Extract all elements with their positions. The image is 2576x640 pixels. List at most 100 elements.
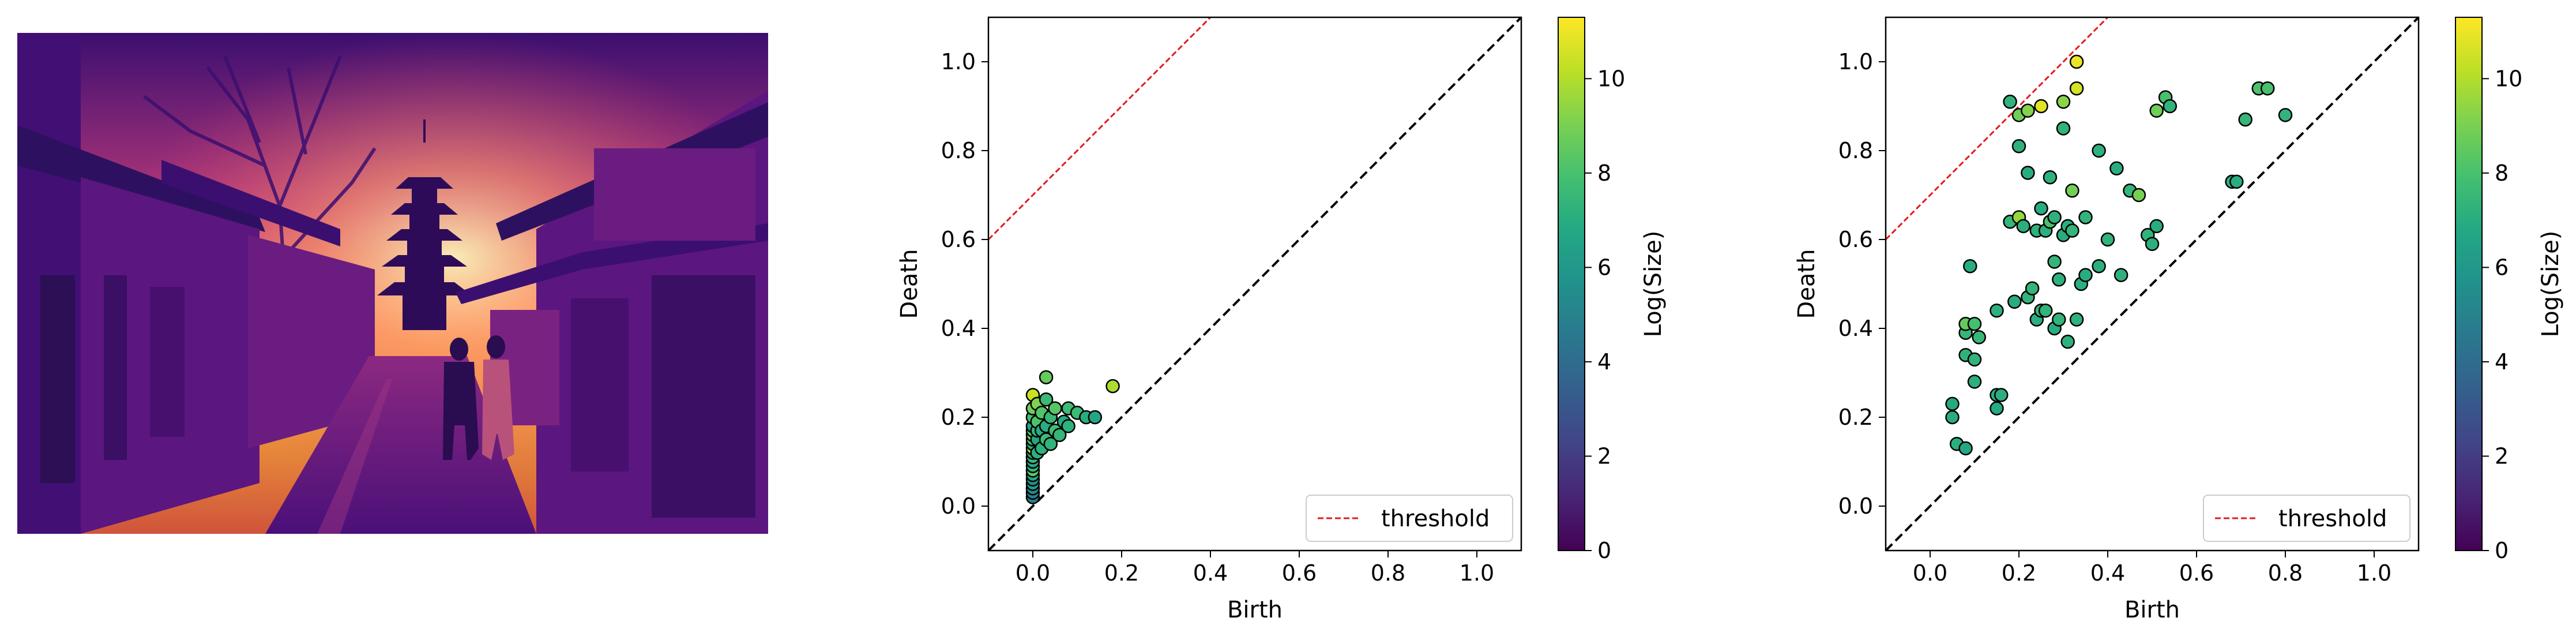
data-point — [2052, 272, 2066, 287]
colorbar-1: 0 2 4 6 8 10 Log(Size) — [1558, 17, 1667, 563]
right-buildings — [456, 91, 768, 534]
x-tick-label: 0.8 — [2268, 560, 2303, 586]
data-point — [1958, 441, 1973, 456]
colorbar-tick-label: 6 — [2495, 254, 2509, 280]
data-point — [2092, 143, 2106, 158]
data-point — [2260, 81, 2275, 96]
data-point — [1088, 410, 1103, 425]
colorbar-tick-label: 0 — [2495, 538, 2509, 563]
data-point — [1048, 401, 1062, 416]
data-point — [2003, 95, 2017, 109]
x-tick-label: 0.4 — [1193, 560, 1228, 586]
data-point — [1945, 396, 1960, 411]
data-point — [1990, 401, 2004, 416]
colorbar-tick-label: 6 — [1597, 254, 1611, 280]
scatter-points — [1945, 54, 2293, 456]
data-point — [2078, 210, 2093, 224]
y-tick-label: 0.0 — [941, 493, 976, 519]
data-point — [2238, 112, 2252, 127]
x-tick-label: 0.6 — [2179, 560, 2214, 586]
colorbar-tick-label: 10 — [1597, 66, 1625, 91]
colorbar-tick-label: 2 — [2495, 443, 2509, 469]
data-point — [2065, 223, 2079, 238]
y-tick-label: 0.8 — [1838, 138, 1873, 163]
diagonal-line — [987, 16, 1522, 552]
legend-threshold-label: threshold — [2278, 506, 2387, 532]
y-tick-label: 0.2 — [941, 405, 976, 430]
colorbar-tick-label: 0 — [1597, 538, 1611, 563]
y-tick-label: 0.4 — [941, 316, 976, 341]
data-point — [2114, 268, 2129, 282]
x-tick-label: 0.4 — [2090, 560, 2125, 586]
data-point — [2065, 184, 2079, 198]
axis-ticks: 0.0 0.0 0.2 0.2 0.4 0.4 0.6 0.6 0.8 0.8 1.0 1.0 — [941, 49, 1495, 586]
x-axis-label: Birth — [1227, 597, 1283, 623]
left-buildings — [17, 33, 375, 534]
people-silhouettes — [443, 335, 514, 460]
plot-border — [1885, 16, 2420, 552]
data-point — [2025, 281, 2040, 295]
x-tick-label: 1.0 — [2357, 560, 2391, 586]
data-point — [1039, 392, 1054, 407]
data-point — [2016, 219, 2030, 234]
data-point — [2069, 312, 2084, 327]
data-point — [2163, 99, 2178, 114]
data-point — [1039, 370, 1054, 384]
data-point — [2109, 161, 2124, 176]
data-point — [1967, 375, 1982, 389]
data-point — [2131, 188, 2146, 203]
data-point — [2021, 103, 2035, 118]
data-point — [2047, 254, 2062, 269]
colorbar-tick-label: 4 — [2495, 349, 2509, 375]
colorbar-tick-label: 4 — [1597, 349, 1611, 375]
data-point — [2007, 294, 2022, 309]
data-point — [1052, 428, 1067, 443]
data-point — [1043, 436, 1058, 451]
colorbar-tick-label: 8 — [2495, 160, 2509, 186]
threshold-line — [1885, 16, 2109, 241]
colorbar-ticks: 0 2 4 6 8 10 — [1585, 66, 1625, 563]
data-point — [2069, 54, 2084, 69]
data-point — [2021, 166, 2035, 180]
data-point — [2034, 99, 2048, 114]
data-point — [2056, 121, 2071, 136]
persistence-diagram-2: 0.0 0.0 0.2 0.2 0.4 0.4 0.6 0.6 0.8 0.8 1.0 1.0 Bir… — [1793, 16, 2420, 623]
y-tick-label: 1.0 — [1838, 49, 1873, 74]
data-point — [2278, 108, 2293, 122]
legend-threshold-label: threshold — [1381, 506, 1490, 532]
data-point — [2100, 232, 2115, 247]
data-point — [2229, 174, 2244, 189]
colorbar-gradient — [2455, 17, 2483, 551]
x-tick-label: 0.6 — [1282, 560, 1317, 586]
data-point — [2047, 210, 2062, 224]
persistence-diagram-1: 0.0 0.0 0.2 0.2 0.4 0.4 0.6 0.6 0.8 0.8 1.0 1.0 Bir… — [896, 16, 1522, 623]
x-tick-label: 1.0 — [1460, 560, 1494, 586]
legend: threshold — [2203, 495, 2410, 542]
data-point — [1967, 352, 1982, 367]
data-point — [1061, 419, 1075, 433]
y-tick-label: 0.6 — [1838, 227, 1873, 252]
colorbar-ticks: 0 2 4 6 8 10 — [2482, 66, 2522, 563]
data-point — [2149, 219, 2164, 234]
data-point — [1990, 303, 2004, 318]
data-point — [2052, 312, 2066, 327]
x-tick-label: 0.0 — [1913, 560, 1947, 586]
y-tick-label: 1.0 — [941, 49, 976, 74]
threshold-line — [987, 16, 1212, 241]
colorbar-label: Log(Size) — [2537, 231, 2564, 338]
y-tick-label: 0.4 — [1838, 316, 1873, 341]
data-point — [1994, 388, 2009, 402]
colorbar-tick-label: 2 — [1597, 443, 1611, 469]
data-point — [2056, 95, 2071, 109]
colorbar-gradient — [1558, 17, 1585, 551]
scatter-points — [1025, 370, 1120, 504]
y-tick-label: 0.6 — [941, 227, 976, 252]
data-point — [1972, 330, 1986, 345]
y-axis-label: Death — [1793, 249, 1820, 319]
data-point — [2069, 81, 2084, 96]
data-point — [2038, 303, 2053, 318]
y-tick-label: 0.8 — [941, 138, 976, 163]
data-point — [2043, 170, 2058, 185]
colorbar-tick-label: 8 — [1597, 160, 1611, 186]
